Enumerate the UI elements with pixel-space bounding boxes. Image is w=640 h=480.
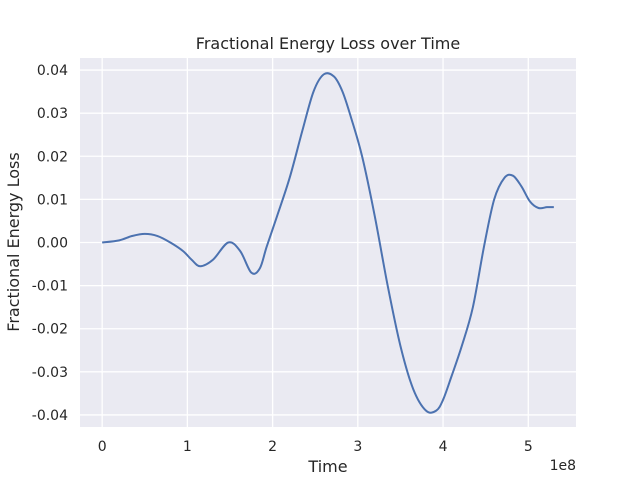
- x-tick-label: 5: [524, 439, 533, 455]
- x-axis-title: Time: [307, 457, 347, 476]
- y-tick-label: -0.03: [32, 365, 68, 381]
- series-line: [102, 72, 554, 414]
- x-tick-labels: 0 1 2 3 4 5: [98, 439, 533, 455]
- y-tick-label: 0.01: [37, 192, 68, 208]
- y-tick-labels: -0.04 -0.03 -0.02 -0.01 0.00 0.01 0.02 0.03 0.04: [32, 63, 68, 424]
- y-tick-label: 0.03: [37, 106, 68, 122]
- y-tick-label: 0.00: [37, 236, 68, 252]
- x-tick-label: 4: [439, 439, 448, 455]
- y-tick-label: -0.01: [32, 279, 68, 295]
- x-tick-label: 0: [98, 439, 107, 455]
- y-tick-label: 0.02: [37, 149, 68, 165]
- x-tick-label: 1: [183, 439, 192, 455]
- series-layer: [102, 72, 554, 414]
- x-tick-label: 3: [353, 439, 362, 455]
- y-gridlines: [80, 69, 576, 416]
- y-tick-label: -0.02: [32, 322, 68, 338]
- y-tick-label: 0.04: [37, 63, 68, 79]
- chart-title: Fractional Energy Loss over Time: [196, 34, 460, 53]
- y-axis-title: Fractional Energy Loss: [4, 152, 23, 331]
- x-offset-label: 1e8: [550, 458, 576, 474]
- y-tick-label: -0.04: [32, 408, 68, 424]
- x-tick-label: 2: [268, 439, 277, 455]
